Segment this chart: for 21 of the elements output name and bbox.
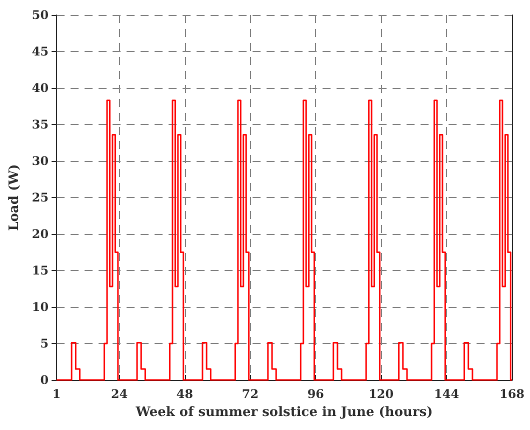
- y-tick-label: 0: [40, 373, 49, 387]
- y-tick-label: 40: [32, 81, 49, 95]
- y-tick-label: 20: [32, 227, 49, 241]
- y-tick-label: 50: [32, 8, 49, 22]
- y-axis-title: Load (W): [7, 164, 22, 231]
- x-axis-title: Week of summer solstice in June (hours): [134, 405, 433, 420]
- x-tick-label: 120: [368, 387, 394, 401]
- y-tick-label: 25: [32, 190, 49, 204]
- y-tick-label: 15: [32, 264, 49, 278]
- x-tick-label: 24: [110, 387, 128, 401]
- y-tick-label: 30: [32, 154, 49, 168]
- y-tick-label: 35: [32, 118, 49, 132]
- x-tick-label: 168: [499, 387, 525, 401]
- y-tick-label: 5: [40, 336, 49, 350]
- x-tick-label: 144: [434, 387, 460, 401]
- x-tick-label: 1: [52, 387, 61, 401]
- y-tick-label: 10: [32, 300, 49, 314]
- x-tick-label: 96: [307, 387, 324, 401]
- x-tick-label: 72: [242, 387, 259, 401]
- x-tick-label: 48: [176, 387, 194, 401]
- y-tick-label: 45: [32, 44, 49, 58]
